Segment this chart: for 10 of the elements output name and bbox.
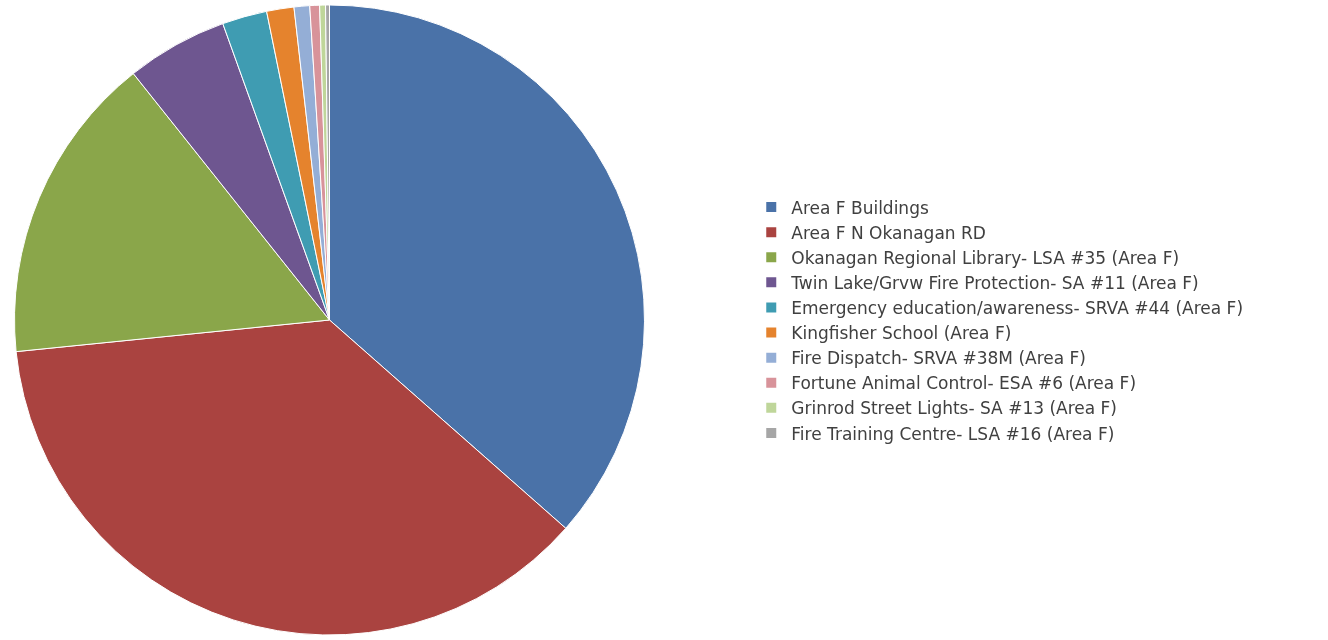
legend-label: Fire Training Centre- LSA #16 (Area F): [791, 423, 1115, 444]
legend-label: Okanagan Regional Library- LSA #35 (Area F): [791, 247, 1180, 268]
legend-label: Grinrod Street Lights- SA #13 (Area F): [791, 398, 1118, 419]
legend-label: Area F Buildings: [791, 197, 929, 218]
legend-label: Area F N Okanagan RD: [791, 222, 986, 243]
legend-label: Fire Dispatch- SRVA #38M (Area F): [791, 348, 1086, 369]
legend-label: Fortune Animal Control- ESA #6 (Area F): [791, 373, 1137, 394]
legend-label: Emergency education/awareness- SRVA #44 (Area F): [791, 298, 1244, 319]
legend-label: Kingfisher School (Area F): [791, 323, 1012, 344]
legend-label: Twin Lake/Grvw Fire Protection- SA #11 (Area F): [790, 272, 1199, 293]
